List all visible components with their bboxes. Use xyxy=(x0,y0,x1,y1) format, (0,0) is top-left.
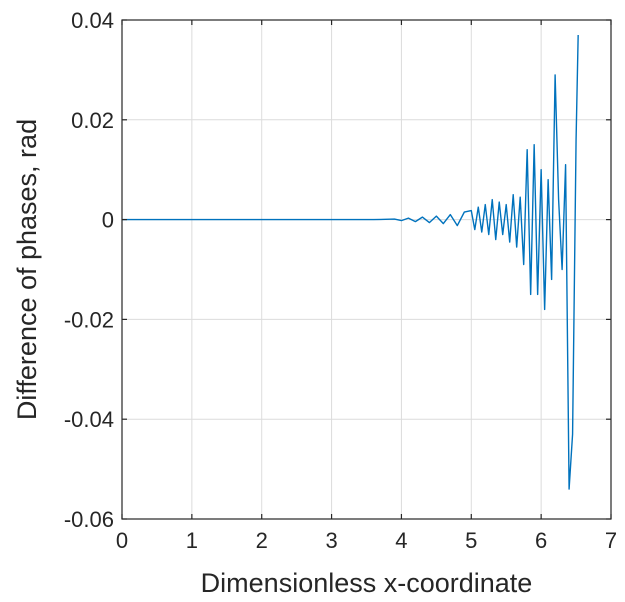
x-tick-label: 0 xyxy=(116,528,128,553)
x-axis-title: Dimensionless x-coordinate xyxy=(201,568,533,598)
y-tick-label: -0.02 xyxy=(64,307,114,332)
x-tick-label: 6 xyxy=(535,528,547,553)
plot-series xyxy=(122,34,579,490)
y-axis-title: Difference of phases, rad xyxy=(12,119,42,420)
series-line-1 xyxy=(122,34,579,490)
x-tick-label: 4 xyxy=(395,528,407,553)
x-axis-ticks: 0 1 2 3 4 5 6 7 xyxy=(116,20,617,553)
y-tick-label: -0.06 xyxy=(64,507,114,532)
plot-area-border xyxy=(121,19,612,520)
x-tick-label: 1 xyxy=(186,528,198,553)
x-tick-label: 2 xyxy=(256,528,268,553)
x-tick-label: 7 xyxy=(605,528,617,553)
y-tick-label: -0.04 xyxy=(64,407,114,432)
x-tick-label: 3 xyxy=(325,528,337,553)
y-axis-ticks: -0.06 -0.04 -0.02 0 0.02 0.04 xyxy=(64,8,611,532)
x-gridlines xyxy=(121,20,612,519)
y-tick-label: 0.02 xyxy=(71,108,114,133)
y-tick-label: 0.04 xyxy=(71,8,114,33)
y-tick-label: 0 xyxy=(102,208,114,233)
x-tick-label: 5 xyxy=(465,528,477,553)
